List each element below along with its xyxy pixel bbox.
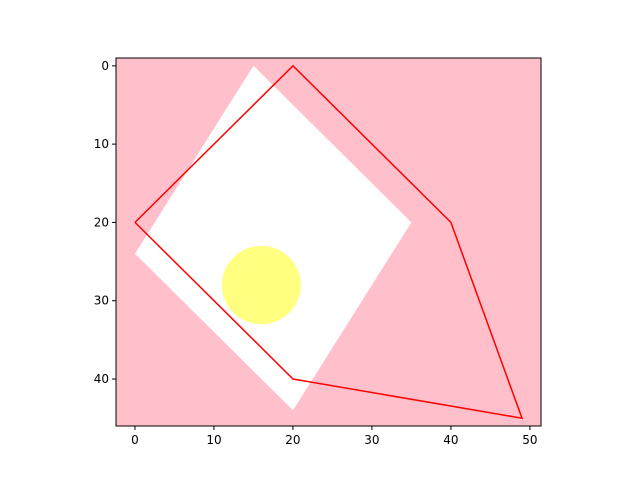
x-tick-label: 30	[364, 433, 379, 447]
y-tick-label: 0	[101, 59, 109, 73]
axes-frame	[115, 57, 542, 427]
x-tick-label: 20	[285, 433, 300, 447]
x-tick-label: 40	[443, 433, 458, 447]
y-tick-label: 30	[94, 294, 109, 308]
axes: 0 10 20 30 40 50 0 10 20 30 40	[94, 57, 542, 447]
x-tick-label: 10	[206, 433, 221, 447]
plot-shapes	[134, 64, 524, 420]
y-tick-label: 10	[94, 137, 109, 151]
white-rotated-rectangle	[135, 65, 412, 411]
x-tick-label: 50	[522, 433, 537, 447]
yellow-circle	[221, 245, 301, 325]
plot-area	[116, 58, 541, 426]
y-tick-label: 40	[94, 372, 109, 386]
red-outline	[134, 64, 524, 420]
y-tick-label: 20	[94, 215, 109, 229]
x-tick-label: 0	[131, 433, 139, 447]
